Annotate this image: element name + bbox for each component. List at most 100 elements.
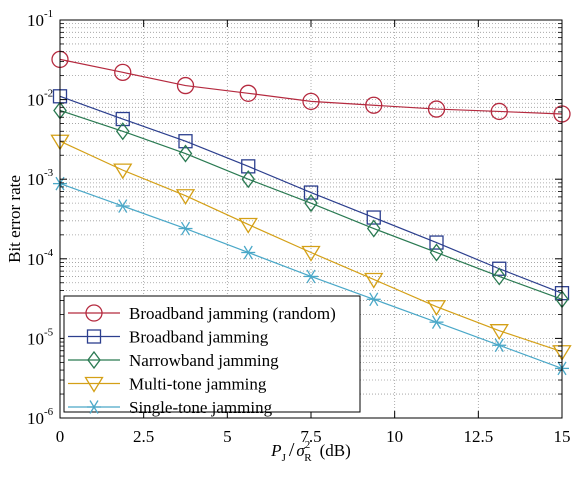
marker-diamond [87, 350, 101, 370]
x-label-den-sup: 2 [305, 439, 311, 451]
asterisk-stroke [89, 400, 99, 414]
x-axis-label: PJ / σ2 R (dB) [270, 439, 351, 464]
x-tick-label: 15 [554, 427, 571, 446]
y-tick-exp: -5 [44, 326, 54, 338]
marker-triangle [84, 376, 104, 393]
y-tick-label: 10-5 [27, 326, 54, 348]
x-tick-label: 2.5 [133, 427, 154, 446]
marker-square [241, 159, 256, 174]
asterisk-stroke [306, 269, 316, 284]
series-line [59, 58, 563, 115]
marker-square [178, 134, 193, 149]
x-tick-label: 10 [386, 427, 403, 446]
marker-square [366, 210, 381, 225]
x-label-den-sub: R [304, 452, 312, 464]
series-3 [53, 101, 569, 309]
y-tick-label: 10-2 [27, 88, 53, 110]
y-tick-exp: -2 [44, 88, 53, 100]
marker-circle [427, 100, 446, 118]
marker-triangle [113, 163, 133, 180]
marker-triangle [364, 272, 384, 289]
asterisk-stroke [431, 315, 442, 329]
y-tick-exp: -6 [44, 406, 54, 418]
marker-circle [239, 84, 257, 102]
y-tick-exp: -3 [44, 167, 54, 179]
x-tick-label: 5 [223, 427, 232, 446]
marker-diamond [492, 267, 507, 286]
x-label-unit: (dB) [320, 441, 351, 460]
y-tick-labels: 10-610-510-410-310-210-1 [27, 8, 54, 428]
marker-square [115, 111, 130, 127]
legend-item: Single-tone jamming [68, 398, 273, 417]
y-tick-base: 10 [27, 409, 44, 428]
marker-asterisk [241, 245, 256, 260]
marker-asterisk [304, 269, 318, 284]
legend-label: Multi-tone jamming [129, 375, 267, 394]
y-tick-base: 10 [27, 329, 44, 348]
legend: Broadband jamming (random) Broadband jamm… [63, 295, 361, 417]
series-line [59, 109, 563, 300]
marker-square [429, 235, 444, 250]
legend-item: Multi-tone jamming [68, 375, 267, 394]
legend-label: Narrowband jamming [129, 351, 279, 370]
x-label-var-sub: J [282, 452, 287, 464]
y-tick-base: 10 [27, 250, 44, 269]
legend-label: Broadband jamming (random) [129, 304, 336, 323]
marker-asterisk [492, 338, 507, 353]
marker-diamond [241, 170, 256, 189]
asterisk-stroke [494, 338, 504, 353]
series-1 [51, 50, 571, 123]
legend-box [63, 295, 361, 413]
y-tick-label: 10-3 [27, 167, 54, 189]
y-axis-label: Bit error rate [5, 175, 24, 263]
y-tick-label: 10-1 [27, 8, 53, 30]
x-tick-label: 0 [56, 427, 65, 446]
legend-item: Narrowband jamming [68, 350, 279, 370]
marker-triangle [301, 245, 321, 262]
marker-triangle [175, 189, 196, 205]
marker-square [303, 185, 319, 200]
x-label-var: P [270, 441, 281, 460]
legend-item: Broadband jamming (random) [68, 304, 336, 323]
marker-asterisk [87, 400, 101, 414]
x-tick-label: 7.5 [300, 427, 321, 446]
legend-label: Single-tone jamming [129, 398, 273, 417]
y-tick-label: 10-4 [27, 247, 54, 269]
x-label-sep: / [289, 439, 295, 461]
legend-item: Broadband jamming [68, 328, 269, 347]
marker-triangle [489, 324, 509, 340]
marker-diamond [366, 219, 381, 238]
marker-diamond [304, 194, 318, 213]
marker-circle [490, 102, 508, 121]
x-tick-label: 12.5 [463, 427, 493, 446]
marker-diamond [178, 144, 193, 163]
marker-diamond [115, 122, 130, 141]
marker-circle [302, 92, 320, 111]
marker-circle [176, 76, 195, 95]
marker-asterisk [366, 292, 381, 307]
marker-diamond [429, 243, 444, 262]
series-line [59, 95, 563, 294]
y-tick-base: 10 [27, 11, 44, 30]
y-tick-exp: -4 [44, 247, 54, 259]
asterisk-stroke [243, 245, 253, 260]
y-tick-base: 10 [27, 170, 44, 189]
y-tick-exp: -1 [44, 8, 53, 20]
y-tick-base: 10 [27, 91, 44, 110]
marker-circle [114, 63, 132, 81]
marker-asterisk [178, 221, 193, 236]
series-5 [53, 176, 569, 376]
marker-square [86, 329, 102, 344]
asterisk-stroke [180, 221, 191, 236]
legend-label: Broadband jamming [129, 328, 269, 347]
asterisk-stroke [118, 199, 128, 213]
y-tick-label: 10-6 [27, 406, 54, 428]
marker-asterisk [115, 199, 130, 213]
marker-triangle [238, 217, 258, 234]
x-tick-labels: 0 2.5 5 7.5 10 12.5 15 [56, 427, 571, 446]
marker-square [492, 261, 507, 276]
series-line [59, 140, 563, 353]
marker-circle [365, 96, 383, 114]
asterisk-stroke [369, 292, 379, 307]
